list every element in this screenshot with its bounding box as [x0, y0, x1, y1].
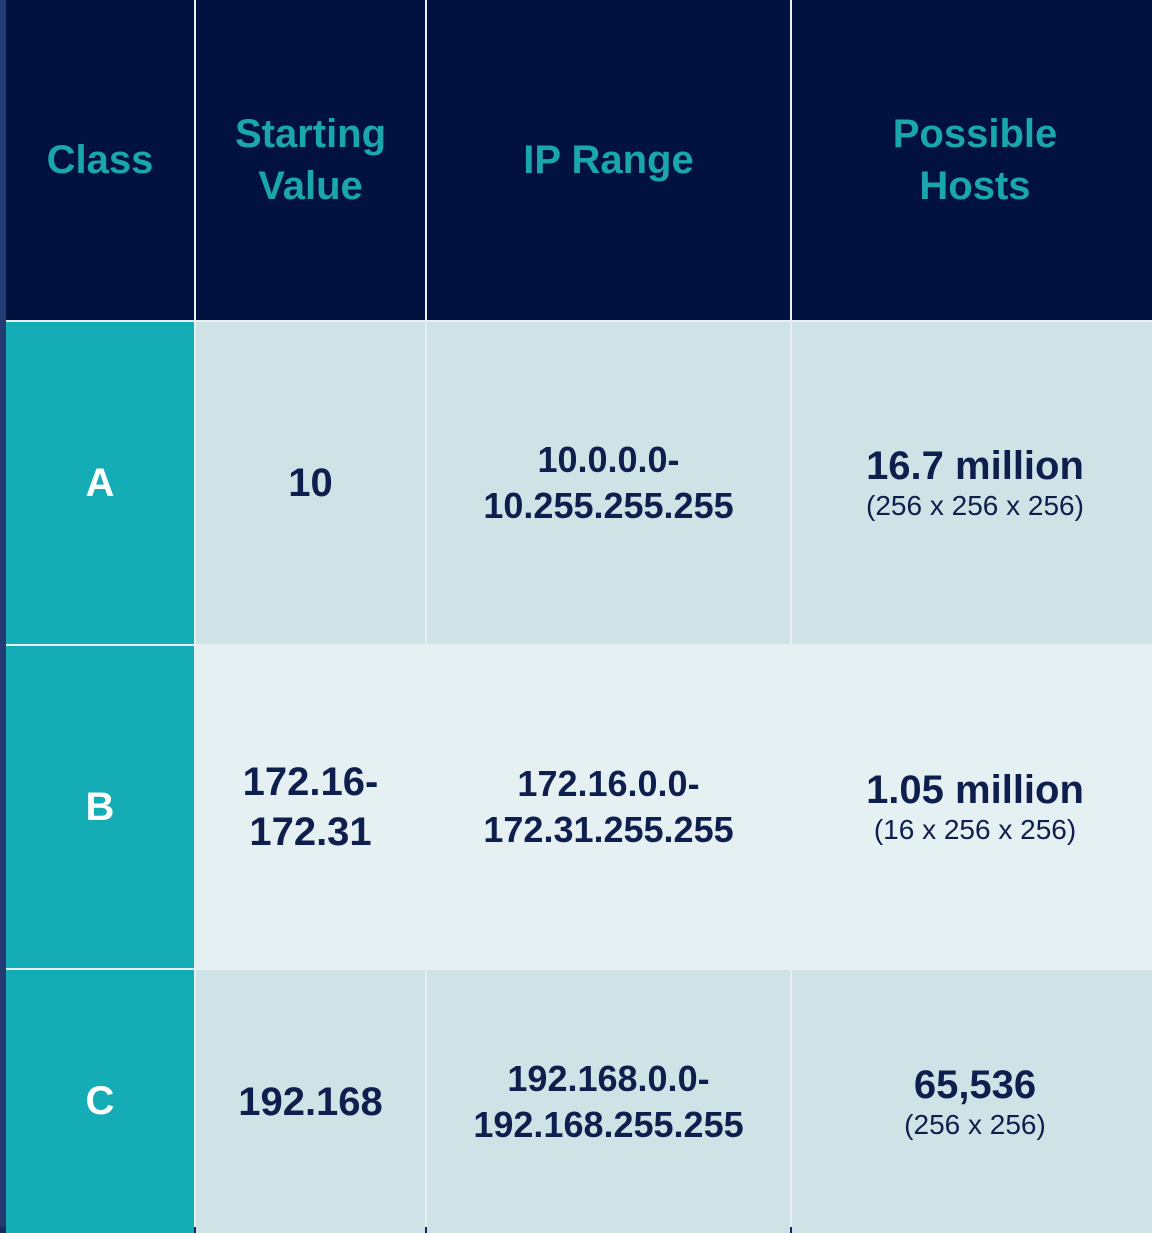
ip-range-end: 192.168.255.255: [473, 1103, 744, 1145]
class-cell-b: B: [6, 646, 194, 968]
header-class: Class: [6, 0, 194, 320]
ip-range-cell-b: 172.16.0.0- 172.31.255.255: [427, 646, 790, 968]
class-cell-a: A: [6, 322, 194, 644]
hosts-calculation: (256 x 256 x 256): [866, 490, 1084, 521]
starting-value: 10: [288, 461, 333, 505]
starting-value-cell-b: 172.16- 172.31: [196, 646, 425, 968]
left-border: [0, 0, 6, 1227]
ip-range-start: 192.168.0.0-: [507, 1057, 710, 1099]
hosts-count: 1.05 million: [866, 768, 1084, 812]
class-cell-c: C: [6, 970, 194, 1233]
hosts-count: 16.7 million: [866, 444, 1084, 488]
class-label: A: [85, 460, 115, 505]
header-starting-value: Starting Value: [196, 0, 425, 320]
header-possible-hosts: Possible Hosts: [792, 0, 1152, 320]
header-possible-hosts-line2: Hosts: [919, 164, 1031, 208]
starting-value-line2: 172.31: [249, 810, 372, 854]
ip-range-cell-c: 192.168.0.0- 192.168.255.255: [427, 970, 790, 1233]
header-starting-value-line2: Value: [258, 164, 363, 208]
ip-class-table: Class Starting Value IP Range Possible H…: [6, 0, 1152, 1233]
starting-value-line1: 172.16-: [242, 760, 379, 804]
header-starting-value-line1: Starting: [234, 112, 387, 156]
ip-range-cell-a: 10.0.0.0- 10.255.255.255: [427, 322, 790, 644]
ip-range-end: 172.31.255.255: [483, 809, 734, 850]
header-class-label: Class: [46, 138, 154, 182]
starting-value-cell-c: 192.168: [196, 970, 425, 1233]
hosts-calculation: (16 x 256 x 256): [873, 814, 1077, 845]
hosts-cell-b: 1.05 million (16 x 256 x 256): [792, 646, 1152, 968]
hosts-cell-c: 65,536 (256 x 256): [792, 970, 1152, 1233]
ip-range-start: 10.0.0.0-: [537, 439, 680, 480]
class-label: B: [85, 784, 115, 829]
starting-value-cell-a: 10: [196, 322, 425, 644]
header-ip-range: IP Range: [427, 0, 790, 320]
starting-value: 192.168: [238, 1079, 383, 1124]
header-possible-hosts-line1: Possible: [892, 112, 1058, 156]
hosts-calculation: (256 x 256): [904, 1108, 1046, 1140]
header-ip-range-label: IP Range: [523, 138, 694, 182]
class-label: C: [85, 1079, 115, 1123]
hosts-cell-a: 16.7 million (256 x 256 x 256): [792, 322, 1152, 644]
hosts-count: 65,536: [913, 1062, 1037, 1107]
ip-range-end: 10.255.255.255: [483, 485, 734, 526]
ip-range-start: 172.16.0.0-: [517, 763, 700, 804]
